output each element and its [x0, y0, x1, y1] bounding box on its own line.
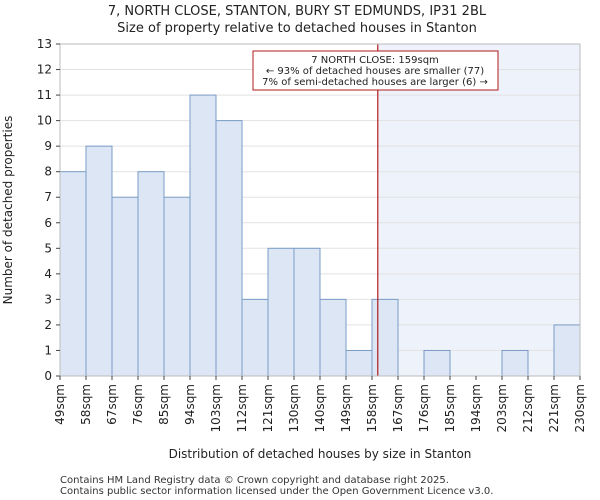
- bar-76sqm: [137, 171, 165, 377]
- y-tick-label: 4: [44, 267, 52, 281]
- bar-158sqm: [371, 298, 399, 377]
- x-tick-label-130sqm: 130sqm: [287, 384, 301, 432]
- x-tick-label-49sqm: 49sqm: [53, 384, 67, 425]
- bar-221sqm: [553, 324, 581, 377]
- x-tick-label-140sqm: 140sqm: [313, 384, 327, 432]
- x-tick-label-76sqm: 76sqm: [131, 384, 145, 425]
- y-tick-label: 2: [44, 318, 52, 332]
- annotation-rect: [252, 50, 499, 91]
- y-tick-label: 8: [44, 165, 52, 179]
- bar-121sqm: [267, 247, 295, 377]
- x-tick-label-94sqm: 94sqm: [183, 384, 197, 425]
- bar-85sqm: [163, 196, 191, 377]
- y-tick-label: 10: [37, 114, 52, 128]
- x-tick-label-203sqm: 203sqm: [495, 384, 509, 432]
- x-tick-label-185sqm: 185sqm: [443, 384, 457, 432]
- x-tick-label-121sqm: 121sqm: [261, 384, 275, 432]
- annotation-line3: 7% of semi-detached houses are larger (6…: [262, 77, 488, 88]
- x-tick-label-230sqm: 230sqm: [573, 384, 587, 432]
- footer-line1: Contains HM Land Registry data © Crown c…: [60, 475, 449, 486]
- x-tick-label-149sqm: 149sqm: [339, 384, 353, 432]
- x-tick-label-167sqm: 167sqm: [391, 384, 405, 432]
- y-tick-label: 13: [37, 37, 52, 51]
- bar-112sqm: [241, 298, 269, 377]
- footer-line2: Contains public sector information licen…: [60, 486, 493, 497]
- plot-area: [59, 43, 581, 377]
- annotation-box: 7 NORTH CLOSE: 159sqm ← 93% of detached …: [252, 50, 499, 91]
- bar-130sqm: [293, 247, 321, 377]
- x-tick-label-112sqm: 112sqm: [235, 384, 249, 432]
- y-tick-label: 1: [44, 343, 52, 357]
- bar-94sqm: [189, 94, 217, 377]
- x-tick-label-158sqm: 158sqm: [365, 384, 379, 432]
- x-tick-label-221sqm: 221sqm: [547, 384, 561, 432]
- chart-title-line1: 7, NORTH CLOSE, STANTON, BURY ST EDMUNDS…: [108, 4, 487, 19]
- x-tick-label-85sqm: 85sqm: [157, 384, 171, 425]
- y-axis-label: Number of detached properties: [1, 116, 15, 305]
- y-tick-label: 7: [44, 190, 52, 204]
- x-tick-label-58sqm: 58sqm: [79, 384, 93, 425]
- x-tick-label-67sqm: 67sqm: [105, 384, 119, 425]
- bar-103sqm: [215, 120, 243, 377]
- annotation-line2: ← 93% of detached houses are smaller (77…: [266, 66, 484, 77]
- x-tick-label-176sqm: 176sqm: [417, 384, 431, 432]
- bar-67sqm: [111, 196, 139, 377]
- y-tick-label: 5: [44, 241, 52, 255]
- x-tick-label-103sqm: 103sqm: [209, 384, 223, 432]
- x-tick-label-194sqm: 194sqm: [469, 384, 483, 432]
- bar-58sqm: [85, 145, 113, 377]
- bar-203sqm: [501, 349, 529, 377]
- chart-title-line2: Size of property relative to detached ho…: [117, 21, 477, 36]
- bar-149sqm: [345, 349, 373, 377]
- bar-176sqm: [423, 349, 451, 377]
- annotation-line1: 7 NORTH CLOSE: 159sqm: [311, 55, 439, 66]
- y-tick-label: 12: [37, 63, 52, 77]
- y-tick-label: 9: [44, 139, 52, 153]
- highlight-region: [377, 44, 580, 376]
- y-tick-label: 11: [37, 88, 52, 102]
- y-tick-label: 6: [44, 216, 52, 230]
- y-tick-label: 0: [44, 369, 52, 383]
- x-tick-label-212sqm: 212sqm: [521, 384, 535, 432]
- bar-49sqm: [59, 171, 87, 377]
- y-tick-label: 3: [44, 292, 52, 306]
- x-axis-label: Distribution of detached houses by size …: [169, 447, 472, 461]
- bar-140sqm: [319, 298, 347, 377]
